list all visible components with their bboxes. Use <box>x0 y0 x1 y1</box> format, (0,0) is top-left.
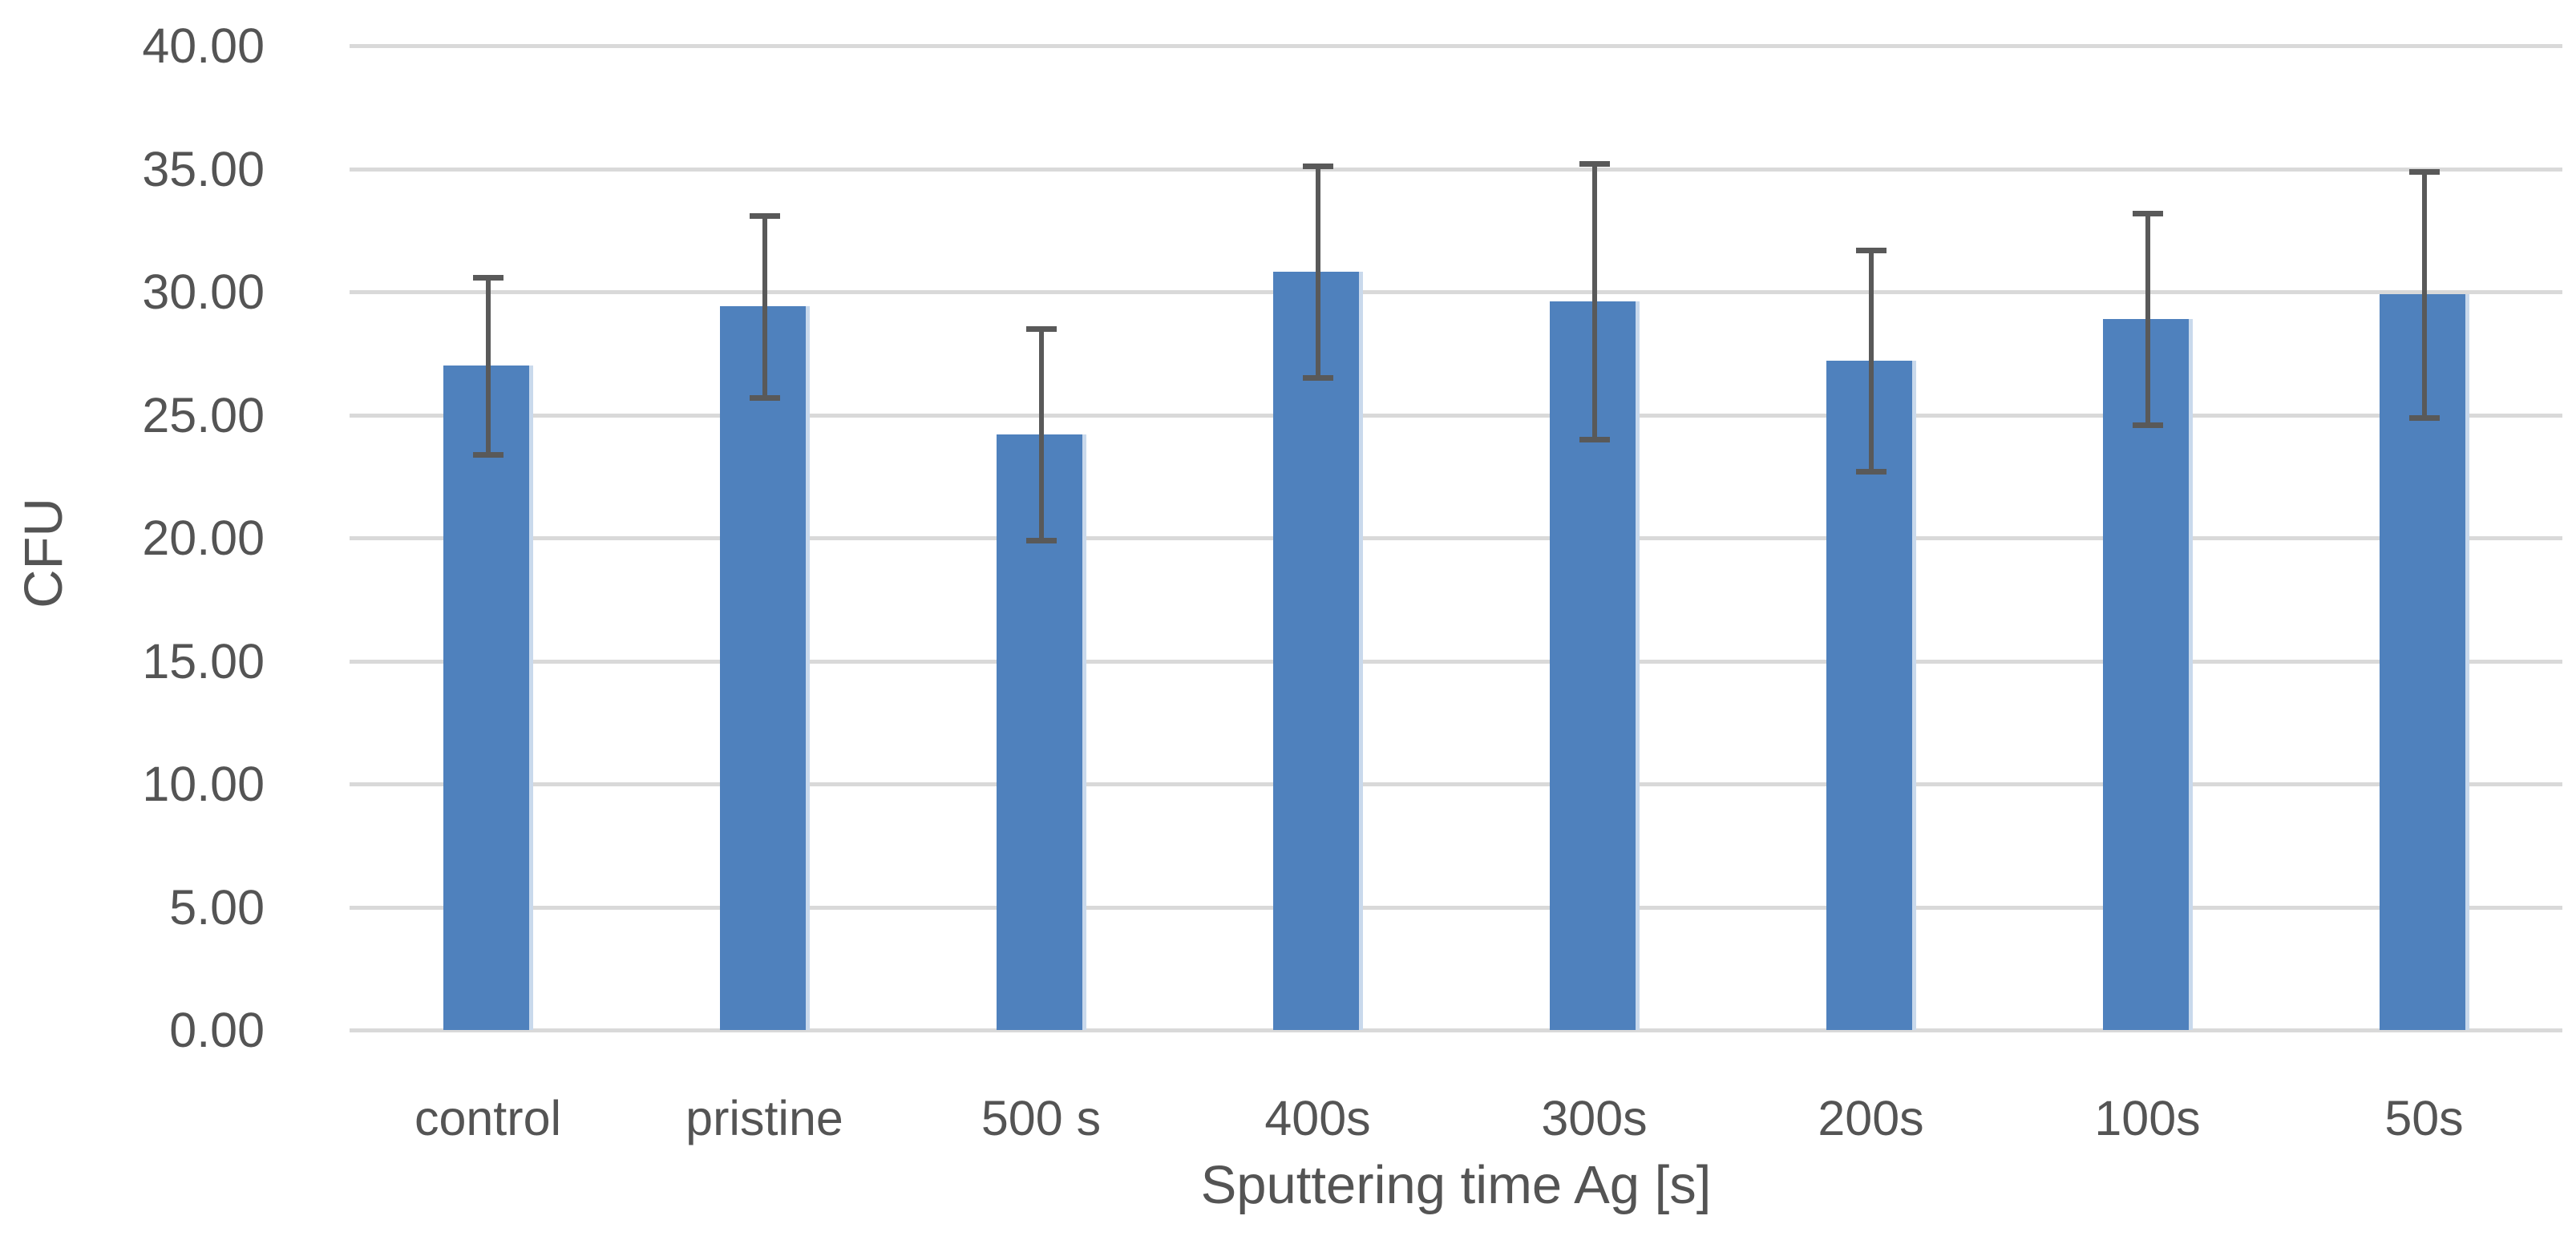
gridline <box>350 413 2562 418</box>
error-bar-stem <box>485 277 491 455</box>
error-bar-stem <box>2421 171 2427 418</box>
gridline <box>350 782 2562 786</box>
y-tick-label: 25.00 <box>142 387 265 442</box>
gridline <box>350 167 2562 172</box>
error-bar <box>2408 168 2440 421</box>
error-bar-stem <box>1591 164 1597 441</box>
error-bar-cap <box>1579 161 1610 168</box>
error-bar-cap <box>472 451 503 458</box>
error-bar-cap <box>1025 326 1057 333</box>
error-bar-stem <box>1868 249 1874 473</box>
error-bar-cap <box>1302 164 1333 170</box>
error-bar <box>749 212 780 401</box>
error-bar-cap <box>1579 437 1610 443</box>
y-tick-label: 15.00 <box>142 633 265 689</box>
category-label: 300s <box>1541 1091 1648 1145</box>
error-bar-cap <box>2408 168 2440 175</box>
error-bar-cap <box>1302 375 1333 382</box>
error-bar-cap <box>1025 538 1057 544</box>
gridline <box>350 659 2562 664</box>
category-label: pristine <box>685 1091 843 1145</box>
error-bar <box>472 274 503 458</box>
error-bar-cap <box>1855 469 1887 475</box>
plot-area <box>350 44 2562 1032</box>
bar <box>2102 318 2193 1030</box>
y-tick-label: 35.00 <box>142 141 265 196</box>
category-label: control <box>414 1091 562 1145</box>
gridline <box>350 905 2562 910</box>
y-tick-label: 5.00 <box>169 879 265 935</box>
error-bar-cap <box>472 274 503 281</box>
gridline <box>350 536 2562 540</box>
category-label: 200s <box>1818 1091 1924 1145</box>
error-bar-cap <box>2132 210 2163 216</box>
category-label: 400s <box>1264 1091 1371 1145</box>
y-tick-label: 10.00 <box>142 757 265 811</box>
error-bar <box>2132 210 2163 428</box>
y-tick-label: 30.00 <box>142 265 265 319</box>
y-tick-label: 0.00 <box>169 1003 265 1057</box>
bar <box>443 366 533 1030</box>
error-bar <box>1025 326 1057 544</box>
error-bar-cap <box>749 395 780 401</box>
error-bar-cap <box>2132 422 2163 428</box>
error-bar-stem <box>2145 212 2150 426</box>
x-axis-title: Sputtering time Ag [s] <box>1200 1155 1712 1215</box>
gridline <box>350 1028 2562 1032</box>
y-tick-label: 40.00 <box>142 18 265 73</box>
error-bar <box>1855 247 1887 475</box>
bar <box>1272 272 1363 1030</box>
error-bar-cap <box>1855 247 1887 253</box>
error-bar <box>1579 161 1610 443</box>
category-label: 500 s <box>981 1091 1102 1145</box>
error-bar-stem <box>1315 166 1320 379</box>
bar <box>719 306 810 1030</box>
category-label: 50s <box>2384 1091 2464 1145</box>
y-tick-label: 20.00 <box>142 511 265 565</box>
error-bar-stem <box>1038 329 1044 542</box>
y-axis-title: CFU <box>14 498 74 608</box>
gridline <box>350 44 2562 48</box>
error-bar-stem <box>762 215 767 398</box>
error-bar-cap <box>2408 414 2440 421</box>
gridline <box>350 290 2562 294</box>
error-bar-cap <box>749 212 780 219</box>
error-bar <box>1302 164 1333 382</box>
category-label: 100s <box>2094 1091 2201 1145</box>
